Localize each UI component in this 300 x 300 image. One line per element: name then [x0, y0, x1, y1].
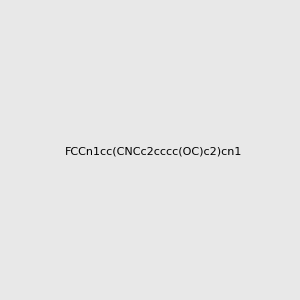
- Text: FCCn1cc(CNCc2cccc(OC)c2)cn1: FCCn1cc(CNCc2cccc(OC)c2)cn1: [65, 146, 242, 157]
